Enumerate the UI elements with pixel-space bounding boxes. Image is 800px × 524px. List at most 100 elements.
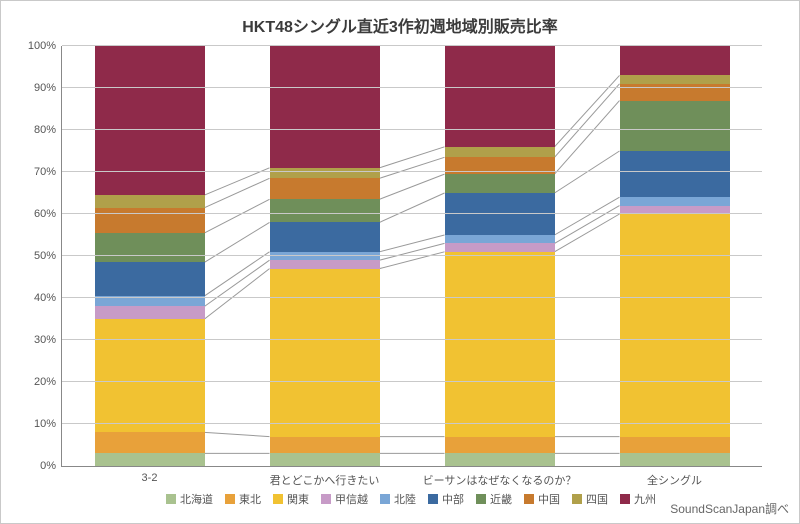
grid-line [62, 255, 762, 256]
grid-line [62, 381, 762, 382]
bar-segment [270, 453, 380, 466]
y-tick-label: 100% [28, 40, 62, 52]
legend: 北海道 東北 関東 甲信越 北陸 中部 近畿 中国 四国 九州 [61, 491, 761, 507]
legend-swatch [380, 494, 390, 504]
category-label: 全シングル [647, 466, 702, 488]
legend-label: 北海道 [180, 491, 213, 507]
bar-segment [95, 208, 205, 233]
credit-text: SoundScanJapan調べ [670, 500, 789, 517]
bar-segment [95, 306, 205, 319]
y-tick-label: 60% [34, 208, 62, 220]
bar-segment [445, 252, 555, 437]
legend-swatch [524, 494, 534, 504]
bar-segment [95, 233, 205, 262]
legend-item: 甲信越 [321, 491, 368, 507]
y-tick-label: 80% [34, 124, 62, 136]
legend-item: 東北 [225, 491, 261, 507]
grid-line [62, 339, 762, 340]
bar [270, 46, 380, 466]
legend-item: 中国 [524, 491, 560, 507]
bar-column: 君とどこかへ行きたい [237, 46, 412, 466]
legend-label: 東北 [239, 491, 261, 507]
legend-label: 関東 [287, 491, 309, 507]
legend-swatch [273, 494, 283, 504]
legend-swatch [476, 494, 486, 504]
bar-segment [270, 46, 380, 168]
category-label: ビーサンはなぜなくなるのか？ [423, 466, 577, 488]
grid-line [62, 213, 762, 214]
bar-segment [620, 75, 730, 83]
legend-label: 九州 [634, 491, 656, 507]
bar-segment [95, 432, 205, 453]
bars: 3-2君とどこかへ行きたいビーサンはなぜなくなるのか？全シングル [62, 46, 762, 466]
bar-segment [620, 214, 730, 437]
bar-segment [445, 453, 555, 466]
bar-segment [620, 437, 730, 454]
bar-segment [620, 101, 730, 151]
bar-segment [445, 243, 555, 251]
legend-label: 中国 [538, 491, 560, 507]
legend-label: 四国 [586, 491, 608, 507]
bar-segment [620, 453, 730, 466]
legend-swatch [620, 494, 630, 504]
plot-area: 3-2君とどこかへ行きたいビーサンはなぜなくなるのか？全シングル 0%10%20… [61, 46, 762, 467]
legend-swatch [225, 494, 235, 504]
bar-segment [620, 151, 730, 197]
bar-segment [95, 319, 205, 432]
bar-segment [270, 437, 380, 454]
bar-segment [445, 437, 555, 454]
legend-label: 北陸 [394, 491, 416, 507]
bar-segment [445, 147, 555, 158]
bar-column: 3-2 [62, 46, 237, 466]
y-tick-label: 70% [34, 166, 62, 178]
bar-segment [270, 269, 380, 437]
legend-label: 近畿 [490, 491, 512, 507]
bar-segment [95, 453, 205, 466]
legend-item: 近畿 [476, 491, 512, 507]
y-tick-label: 30% [34, 334, 62, 346]
legend-item: 北海道 [166, 491, 213, 507]
category-label: 3-2 [142, 466, 158, 484]
y-tick-label: 90% [34, 82, 62, 94]
legend-item: 九州 [620, 491, 656, 507]
legend-swatch [166, 494, 176, 504]
bar-segment [270, 222, 380, 251]
bar-segment [445, 193, 555, 235]
bar-segment [270, 178, 380, 199]
category-label: 君とどこかへ行きたい [270, 466, 380, 488]
chart-title: HKT48シングル直近3作初週地域別販売比率 [1, 13, 799, 37]
y-tick-label: 20% [34, 376, 62, 388]
grid-line [62, 129, 762, 130]
legend-label: 中部 [442, 491, 464, 507]
legend-swatch [428, 494, 438, 504]
legend-item: 中部 [428, 491, 464, 507]
legend-item: 四国 [572, 491, 608, 507]
legend-swatch [572, 494, 582, 504]
legend-label: 甲信越 [335, 491, 368, 507]
bar-segment [95, 46, 205, 195]
bar-segment [620, 46, 730, 75]
bar-segment [95, 262, 205, 296]
bar-segment [270, 260, 380, 268]
bar [445, 46, 555, 466]
bar-segment [620, 197, 730, 205]
legend-swatch [321, 494, 331, 504]
bar-segment [270, 168, 380, 179]
legend-item: 関東 [273, 491, 309, 507]
bar-segment [95, 195, 205, 208]
grid-line [62, 297, 762, 298]
bar-segment [270, 252, 380, 260]
bar [95, 46, 205, 466]
grid-line [62, 171, 762, 172]
bar-segment [445, 235, 555, 243]
chart-container: HKT48シングル直近3作初週地域別販売比率 3-2君とどこかへ行きたいビーサン… [0, 0, 800, 524]
bar-segment [445, 174, 555, 193]
y-tick-label: 0% [40, 460, 62, 472]
grid-line [62, 45, 762, 46]
bar-column: 全シングル [587, 46, 762, 466]
grid-line [62, 87, 762, 88]
grid-line [62, 423, 762, 424]
bar-column: ビーサンはなぜなくなるのか？ [412, 46, 587, 466]
legend-item: 北陸 [380, 491, 416, 507]
bar [620, 46, 730, 466]
